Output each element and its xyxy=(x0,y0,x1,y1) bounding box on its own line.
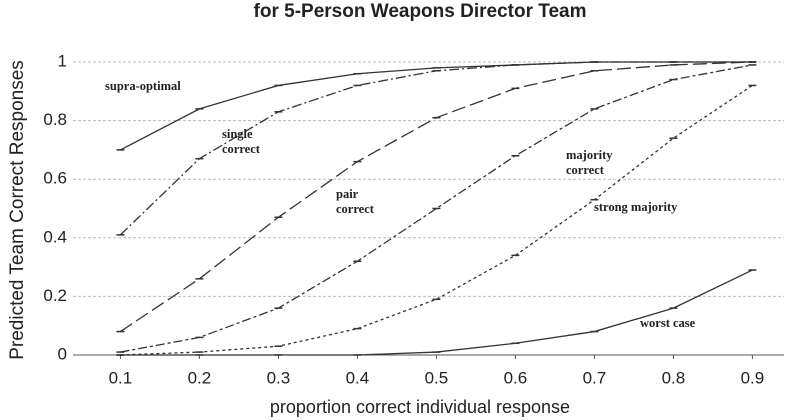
series-line xyxy=(120,61,753,151)
series-line xyxy=(120,64,753,353)
x-tick-label: 0.8 xyxy=(662,368,686,387)
annotation: pair correct xyxy=(336,187,374,216)
series-line xyxy=(120,269,753,356)
annotation: majority correct xyxy=(566,148,613,177)
y-tick-label: 0.6 xyxy=(43,169,67,188)
x-tick-label: 0.5 xyxy=(425,368,449,387)
annotation: strong majority xyxy=(594,200,678,214)
annotation: supra-optimal xyxy=(105,79,181,93)
y-axis-label: Predicted Team Correct Responses xyxy=(7,60,28,360)
x-tick-label: 0.3 xyxy=(267,368,291,387)
y-tick-label: 0.4 xyxy=(43,227,67,246)
annotation: single correct xyxy=(222,127,260,156)
y-tick-label: 0 xyxy=(58,344,67,363)
x-tick-label: 0.1 xyxy=(109,368,133,387)
y-tick-label: 0.8 xyxy=(43,110,67,129)
x-tick-label: 0.9 xyxy=(741,368,765,387)
x-tick-label: 0.6 xyxy=(504,368,528,387)
y-tick-label: 0.2 xyxy=(43,286,67,305)
x-tick-label: 0.2 xyxy=(188,368,212,387)
series-line xyxy=(120,84,753,356)
chart-title: for 5-Person Weapons Director Team xyxy=(254,1,587,22)
annotation: worst case xyxy=(640,316,696,330)
series-line xyxy=(120,61,753,333)
x-tick-label: 0.4 xyxy=(346,368,370,387)
y-tick-label: 1 xyxy=(58,51,67,70)
x-axis-label: proportion correct individual response xyxy=(270,397,570,417)
x-tick-label: 0.7 xyxy=(583,368,607,387)
